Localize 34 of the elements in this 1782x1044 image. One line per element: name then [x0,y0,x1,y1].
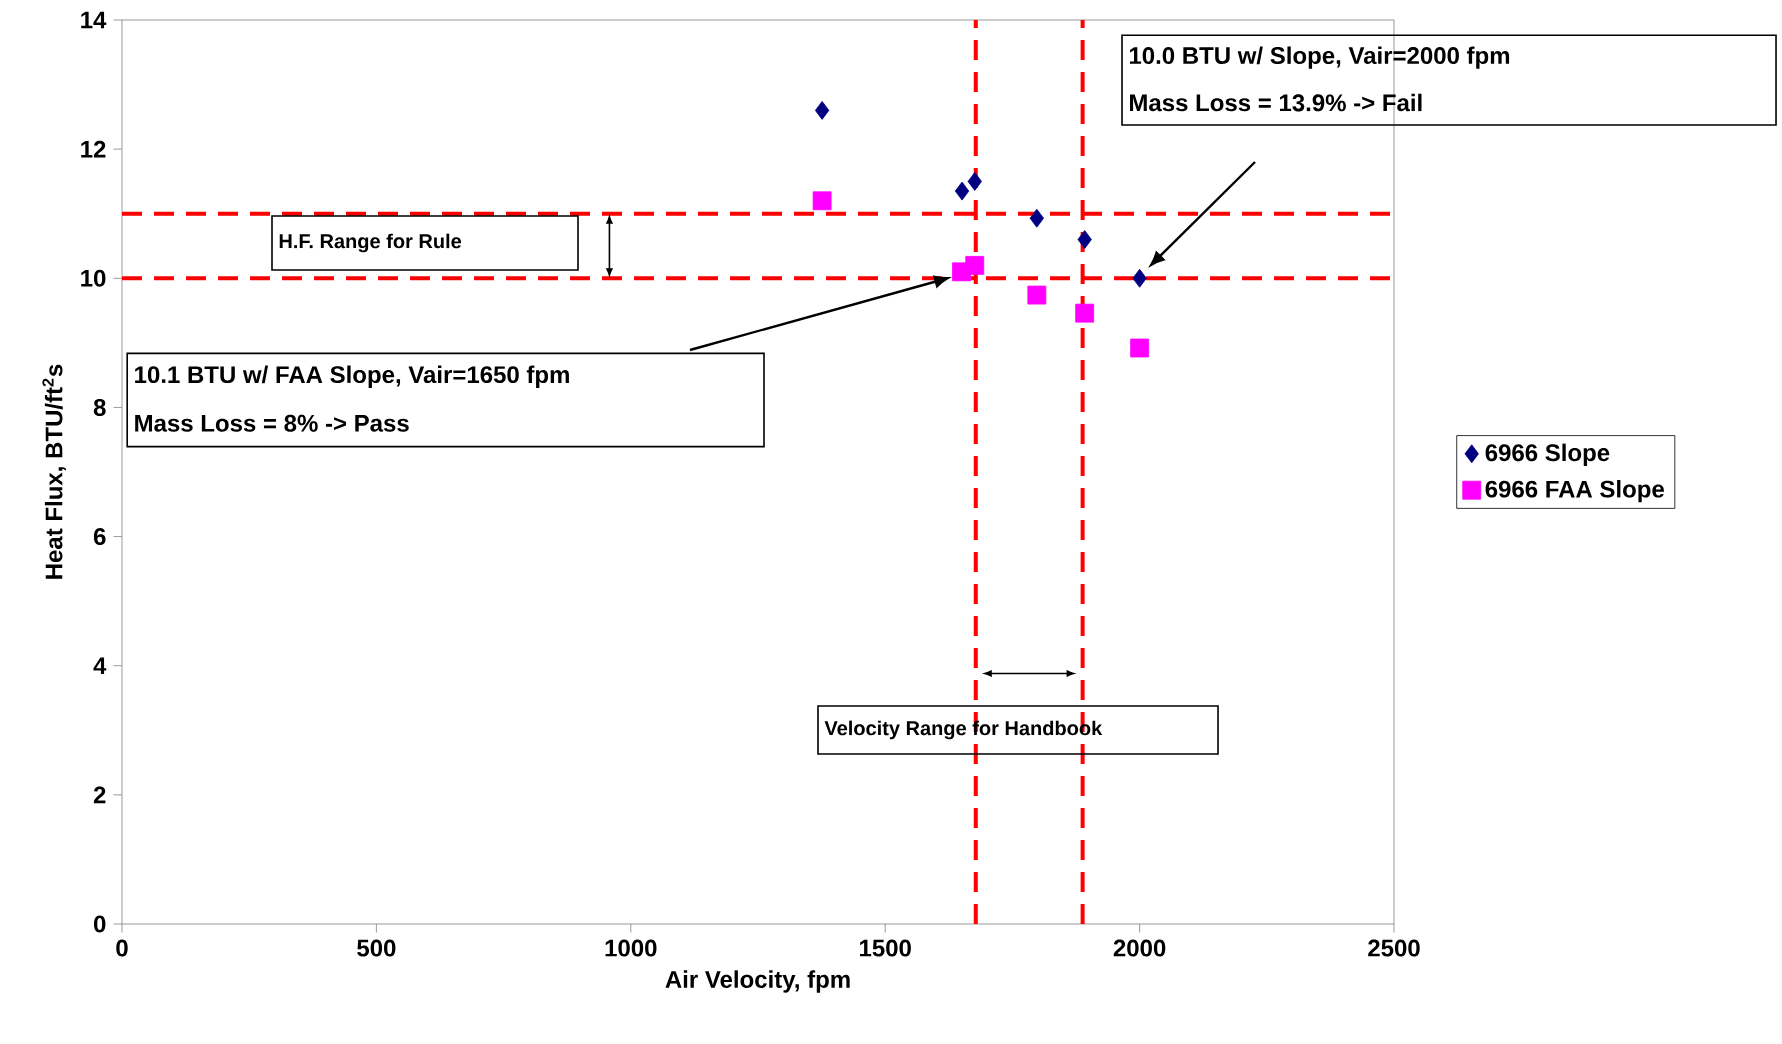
x-tick-label: 500 [357,939,396,957]
legend-label: 6966 FAA Slope [1485,480,1664,503]
y-tick-label: 14 [81,11,107,29]
point [1077,230,1092,249]
y-tick-label: 10 [81,269,106,287]
point [1132,268,1147,288]
y-tick-label: 6 [93,528,106,546]
point [1130,338,1150,358]
point [965,255,985,275]
point [1029,208,1044,228]
y-tick-label: 8 [93,398,106,416]
annotation: Mass Loss = 13.9% -> Fail [1130,93,1422,112]
y-axis-title: Heat Flux, BTU/ft$^{2}$s [42,364,66,579]
annotation: 10.0 BTU w/ Slope, Vair=2000 fpm [1129,46,1510,69]
point [1075,303,1095,323]
x-tick-label: 2000 [1113,939,1166,957]
annotation: Mass Loss = 8% -> Pass [135,414,409,432]
x-tick-label: 0 [116,939,128,957]
y-tick-label: 12 [81,140,106,158]
y-tick-label: 4 [93,657,107,674]
y-tick-label: 0 [93,915,106,933]
point [1027,285,1047,305]
annotation: 10.1 BTU w/ FAA Slope, Vair=1650 fpm [135,365,569,388]
y-tick-label: 2 [93,786,106,804]
point [954,181,970,201]
x-tick-label: 2500 [1368,939,1420,957]
point [967,172,982,191]
point [812,191,832,211]
point [814,100,830,120]
x-tick-label: 1500 [860,939,911,957]
legend-label: 6966 Slope [1485,443,1610,466]
x-axis-title: Air Velocity, fpm [665,970,850,993]
x-tick-label: 1000 [605,939,657,957]
annotation: H.F. Range for Rule [279,233,462,253]
